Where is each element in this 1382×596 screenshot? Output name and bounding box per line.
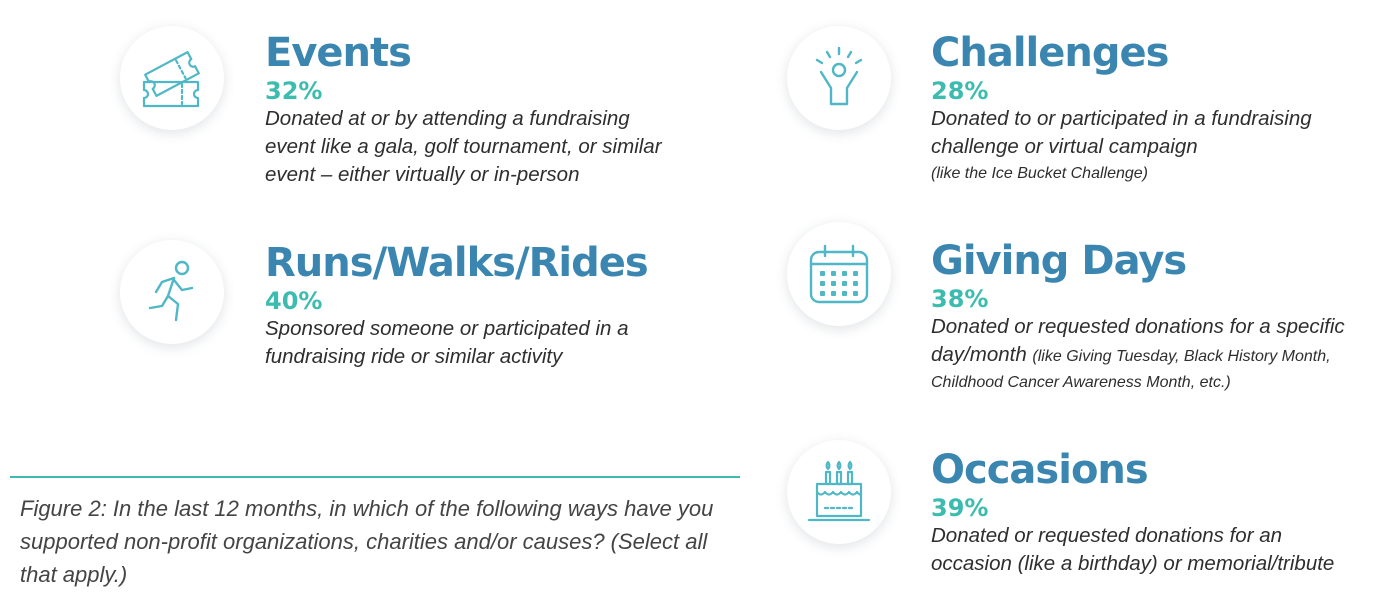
occasions-percent: 39% — [931, 494, 989, 522]
figure-caption: Figure 2: In the last 12 months, in whic… — [20, 496, 714, 587]
events-title: Events — [265, 30, 412, 76]
birthday-cake-icon — [807, 460, 871, 522]
challenges-icon-circle — [787, 26, 891, 130]
occasions-description: Donated or requested donations for an oc… — [931, 524, 1335, 575]
runs-percent: 40% — [265, 287, 323, 315]
runs-icon-circle — [120, 240, 224, 344]
challenges-title: Challenges — [931, 30, 1169, 76]
giving-days-percent: 38% — [931, 285, 989, 313]
runs-title: Runs/Walks/Rides — [265, 240, 649, 286]
events-percent: 32% — [265, 77, 323, 105]
ticket-icon — [142, 51, 200, 108]
runner-icon — [148, 260, 194, 322]
cheering-person-icon — [815, 46, 863, 106]
challenges-percent: 28% — [931, 77, 989, 105]
occasions-icon-circle — [787, 440, 891, 544]
challenges-description: Donated to or participated in a fundrais… — [931, 107, 1312, 182]
occasions-title: Occasions — [931, 447, 1149, 493]
caption-divider — [10, 476, 740, 478]
events-icon-circle — [120, 26, 224, 130]
giving-days-icon-circle — [787, 222, 891, 326]
calendar-icon — [809, 244, 869, 304]
runs-description: Sponsored someone or participated in a f… — [265, 317, 629, 368]
giving-days-description: Donated or requested donations for a spe… — [931, 315, 1345, 391]
giving-days-title: Giving Days — [931, 238, 1187, 284]
events-description: Donated at or by attending a fundraising… — [265, 107, 662, 186]
